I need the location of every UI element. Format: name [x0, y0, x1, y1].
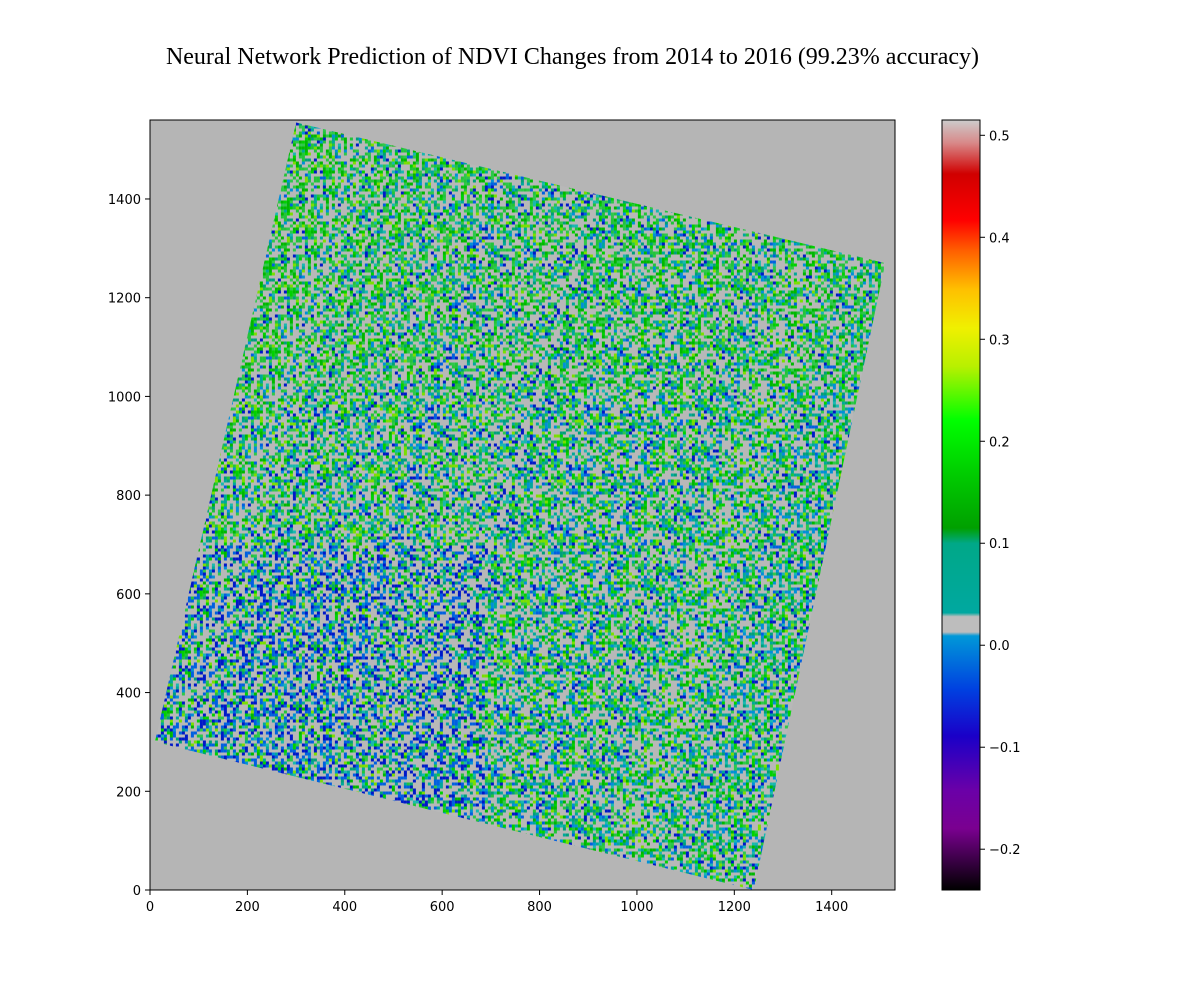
y-tick-label: 800	[116, 489, 141, 504]
chart-title: Neural Network Prediction of NDVI Change…	[0, 44, 1145, 71]
x-tick-label: 1200	[718, 900, 751, 915]
x-tick-label: 200	[235, 900, 260, 915]
x-tick-label: 600	[430, 900, 455, 915]
y-tick-label: 400	[116, 687, 141, 702]
y-tick-label: 1200	[108, 292, 141, 307]
colorbar-tick-label: 0.5	[989, 129, 1010, 144]
y-tick-label: 0	[133, 884, 141, 899]
colorbar-tick-label: 0.1	[989, 537, 1010, 552]
colorbar-tick-label: 0.2	[989, 435, 1010, 450]
colorbar-tick-label: −0.2	[989, 843, 1021, 858]
colorbar-tick-label: 0.3	[989, 333, 1010, 348]
x-tick-label: 400	[332, 900, 357, 915]
y-tick-label: 200	[116, 785, 141, 800]
x-tick-label: 0	[146, 900, 154, 915]
y-tick-label: 1000	[108, 390, 141, 405]
colorbar	[941, 119, 981, 891]
plot-frame	[149, 119, 896, 891]
colorbar-tick-label: 0.0	[989, 639, 1010, 654]
y-tick-label: 1400	[108, 193, 141, 208]
x-tick-label: 1000	[620, 900, 653, 915]
colorbar-tick-label: −0.1	[989, 741, 1021, 756]
x-axis: 0 200 400 600 800 1000 1200 1400	[146, 890, 848, 915]
colorbar-tick-label: 0.4	[989, 231, 1010, 246]
x-tick-label: 800	[527, 900, 552, 915]
y-axis: 0 200 400 600 800 1000 1200 1400	[108, 193, 150, 899]
colorbar-ticks: 0.5 0.4 0.3 0.2 0.1 0.0 −0.1 −0.2	[980, 129, 1021, 858]
x-tick-label: 1400	[815, 900, 848, 915]
y-tick-label: 600	[116, 588, 141, 603]
